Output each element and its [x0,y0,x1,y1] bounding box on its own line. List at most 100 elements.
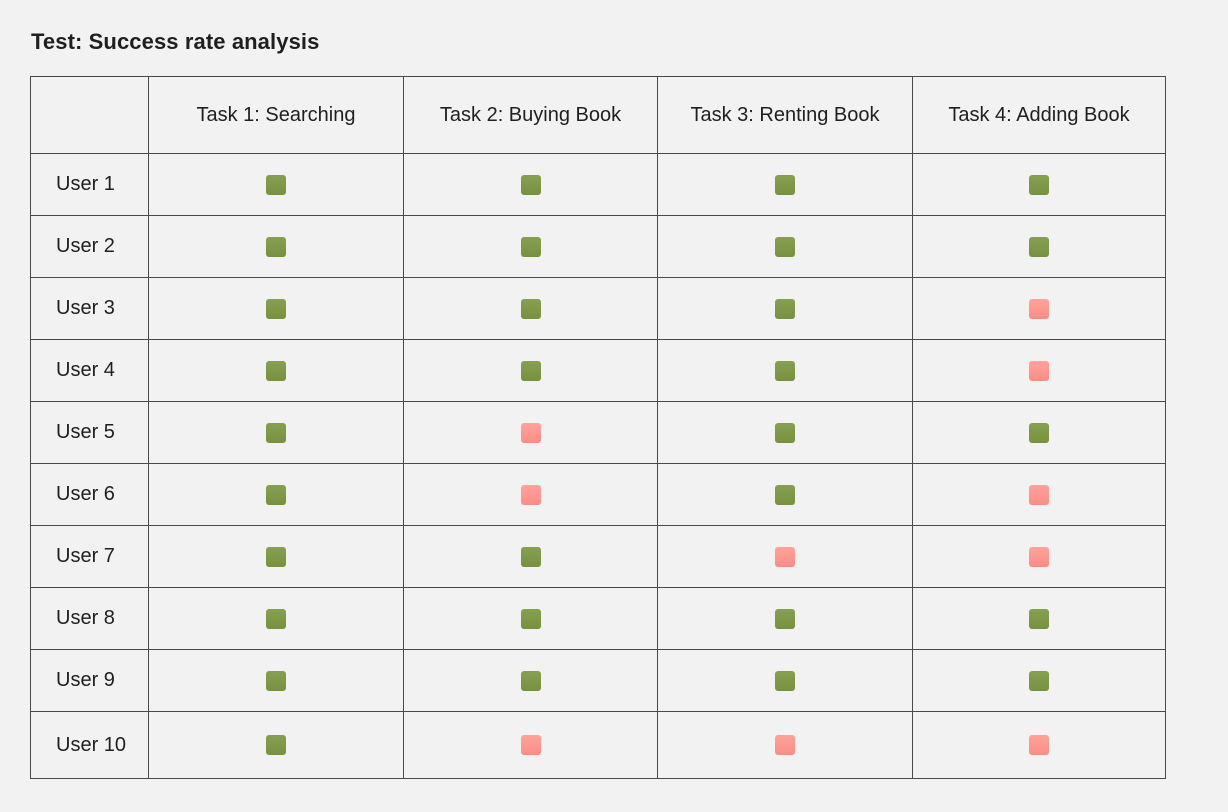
result-cell [912,525,1166,588]
success-indicator-icon [775,360,795,381]
result-cell [657,463,913,526]
result-cell [403,587,658,650]
success-indicator-icon [266,670,286,691]
result-cell [657,153,913,216]
result-cell [148,525,404,588]
fail-indicator-icon [775,735,795,755]
result-cell [657,215,913,278]
user-label: User 8 [30,587,149,650]
result-cell [403,401,658,464]
column-header-task-4: Task 4: Adding Book [912,76,1166,154]
success-indicator-icon [1029,236,1049,257]
result-cell [148,277,404,340]
table-row: User 4 [30,339,1166,402]
success-indicator-icon [266,298,286,319]
user-label: User 5 [30,401,149,464]
success-indicator-icon [775,298,795,319]
success-indicator-icon [520,236,541,257]
fail-indicator-icon [520,484,541,505]
result-cell [912,401,1166,464]
table-row: User 9 [30,649,1166,712]
result-cell [403,339,658,402]
success-indicator-icon [266,546,286,567]
result-cell [912,153,1166,216]
success-indicator-icon [266,360,286,381]
success-indicator-icon [775,670,795,691]
success-indicator-icon [1029,670,1049,691]
result-cell [912,587,1166,650]
user-label: User 6 [30,463,149,526]
success-indicator-icon [520,174,541,195]
success-indicator-icon [775,236,795,257]
result-cell [403,215,658,278]
result-cell [657,401,913,464]
result-cell [403,649,658,712]
result-cell [403,711,658,779]
user-label: User 3 [30,277,149,340]
table-body: User 1 User 2 User 3 User 4 User 5 User 6 User… [30,153,1166,779]
success-indicator-icon [266,608,286,629]
result-cell [148,339,404,402]
table-row: User 2 [30,215,1166,278]
result-cell [912,463,1166,526]
success-indicator-icon [520,608,541,629]
result-cell [403,277,658,340]
result-cell [912,215,1166,278]
result-cell [657,525,913,588]
table-row: User 3 [30,277,1166,340]
table-row: User 8 [30,587,1166,650]
result-cell [657,587,913,650]
user-label: User 7 [30,525,149,588]
result-cell [148,215,404,278]
column-header-task-2: Task 2: Buying Book [403,76,658,154]
success-indicator-icon [520,670,541,691]
success-indicator-icon [266,236,286,257]
result-cell [912,711,1166,779]
result-cell [657,711,913,779]
column-header-task-1: Task 1: Searching [148,76,404,154]
success-indicator-icon [520,546,541,567]
fail-indicator-icon [1029,360,1049,381]
success-indicator-icon [775,174,795,195]
success-indicator-icon [775,608,795,629]
result-cell [403,463,658,526]
result-cell [148,401,404,464]
fail-indicator-icon [775,546,795,567]
table-row: User 1 [30,153,1166,216]
fail-indicator-icon [520,422,541,443]
result-cell [148,649,404,712]
table-row: User 10 [30,711,1166,779]
success-indicator-icon [520,360,541,381]
page-title: Test: Success rate analysis [31,29,320,54]
success-indicator-icon [266,174,286,195]
success-indicator-icon [1029,422,1049,443]
result-cell [148,463,404,526]
success-indicator-icon [775,422,795,443]
fail-indicator-icon [1029,484,1049,505]
result-cell [148,711,404,779]
fail-indicator-icon [1029,735,1049,755]
user-label: User 1 [30,153,149,216]
success-indicator-icon [775,484,795,505]
result-cell [403,525,658,588]
header-row: Task 1: Searching Task 2: Buying Book Ta… [30,76,1166,154]
result-cell [912,277,1166,340]
corner-cell [30,76,149,154]
success-indicator-icon [266,422,286,443]
fail-indicator-icon [520,735,541,755]
user-label: User 2 [30,215,149,278]
success-indicator-icon [266,735,286,755]
result-cell [148,153,404,216]
table-row: User 7 [30,525,1166,588]
user-label: User 10 [30,711,149,779]
result-cell [657,649,913,712]
user-label: User 9 [30,649,149,712]
success-indicator-icon [520,298,541,319]
result-cell [657,339,913,402]
result-cell [912,339,1166,402]
column-header-task-3: Task 3: Renting Book [657,76,913,154]
success-indicator-icon [1029,608,1049,629]
table-row: User 5 [30,401,1166,464]
success-indicator-icon [266,484,286,505]
result-cell [912,649,1166,712]
